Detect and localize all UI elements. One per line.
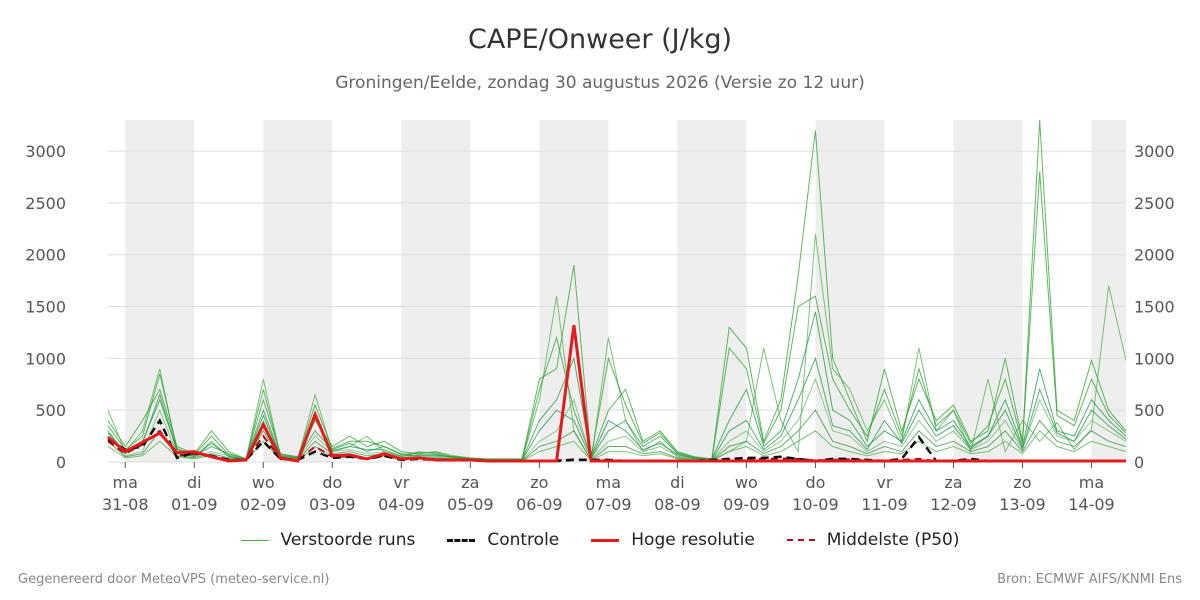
x-tick-day: di [670,473,685,492]
x-tick-date: 14-09 [1068,495,1115,514]
footer-credit: Gegenereerd door MeteoVPS (meteo-service… [18,572,330,587]
x-tick-day: zo [530,473,548,492]
x-tick-day: vr [876,473,892,492]
day-shade [539,120,609,462]
weekend-shading [125,120,1126,462]
x-tick-date: 02-09 [240,495,287,514]
x-tick-day: wo [252,473,275,492]
y-tick-label: 2000 [25,246,66,265]
x-tick-date: 11-09 [861,495,908,514]
x-tick-day: za [944,473,962,492]
legend-label: Verstoorde runs [280,530,416,550]
x-tick-day: do [322,473,342,492]
x-tick-day: ma [1079,473,1104,492]
x-tick-date: 31-08 [102,495,149,514]
chart-subtitle: Groningen/Eelde, zondag 30 augustus 2026… [335,73,865,93]
day-shade [953,120,1023,462]
perturbed-run-line [107,171,1127,461]
y-tick-label: 1500 [25,298,66,317]
y-tick-label: 1000 [1134,349,1175,368]
x-tick-date: 09-09 [723,495,770,514]
legend-label: Controle [487,530,560,550]
chart-title: CAPE/Onweer (J/kg) [467,24,732,55]
series-lines [107,119,1127,463]
x-tick-date: 12-09 [930,495,977,514]
x-tick-date: 03-09 [309,495,356,514]
x-tick-date: 01-09 [171,495,218,514]
control-line [107,417,1126,463]
black-dashed-icon [447,538,476,542]
y-tick-label: 1000 [25,349,66,368]
y-tick-label: 2500 [25,194,66,213]
darkred-dashed-icon [786,539,815,541]
y-tick-label: 500 [35,401,66,420]
x-tick-date: 07-09 [585,495,632,514]
legend-item: Hoge resolutie [591,530,755,550]
y-tick-label: 2000 [1134,246,1175,265]
high-resolution-line [107,325,1126,463]
day-shade [263,120,333,462]
y-axis-left: 0 500 1000 1500 2000 2500 3000 [25,142,66,472]
x-tick-date: 10-09 [792,495,839,514]
legend-item: Controle [447,530,559,550]
day-shade [677,120,747,462]
x-tick-day: ma [596,473,621,492]
x-tick-date: 04-09 [378,495,425,514]
y-tick-label: 3000 [1134,142,1175,161]
legend-item: Middelste (P50) [786,530,960,550]
red-thick-icon [591,538,620,542]
y-axis-right: 0 500 1000 1500 2000 2500 3000 [1134,142,1175,472]
legend: Verstoorde runs Controle Hoge resolutie Mid… [0,530,1200,550]
y-tick-label: 1500 [1134,298,1175,317]
x-tick-date: 05-09 [447,495,494,514]
y-tick-label: 0 [1134,453,1144,472]
x-tick-day: ma [113,473,138,492]
y-tick-label: 0 [56,453,66,472]
x-tick-day: wo [735,473,758,492]
x-tick-day: za [461,473,479,492]
x-tick-date: 06-09 [516,495,563,514]
x-tick-day: vr [393,473,409,492]
day-shade [401,120,471,462]
y-tick-label: 2500 [1134,194,1175,213]
legend-label: Hoge resolutie [631,530,755,550]
y-tick-label: 3000 [25,142,66,161]
day-shade [1091,120,1126,462]
y-tick-label: 500 [1134,401,1165,420]
x-tick-day: do [805,473,825,492]
thin-green-icon [240,539,269,541]
x-tick-day: di [187,473,202,492]
footer-source: Bron: ECMWF AIFS/KNMI Ens [997,572,1182,587]
x-tick-date: 08-09 [654,495,701,514]
legend-label: Middelste (P50) [826,530,960,550]
x-tick-date: 13-09 [999,495,1046,514]
legend-item: Verstoorde runs [240,530,416,550]
x-axis: ma 31-08 di 01-09 wo 02-09 do 03-09 vr 04-09 za 05-… [102,462,1115,514]
x-tick-day: zo [1013,473,1031,492]
day-shade [125,120,195,462]
